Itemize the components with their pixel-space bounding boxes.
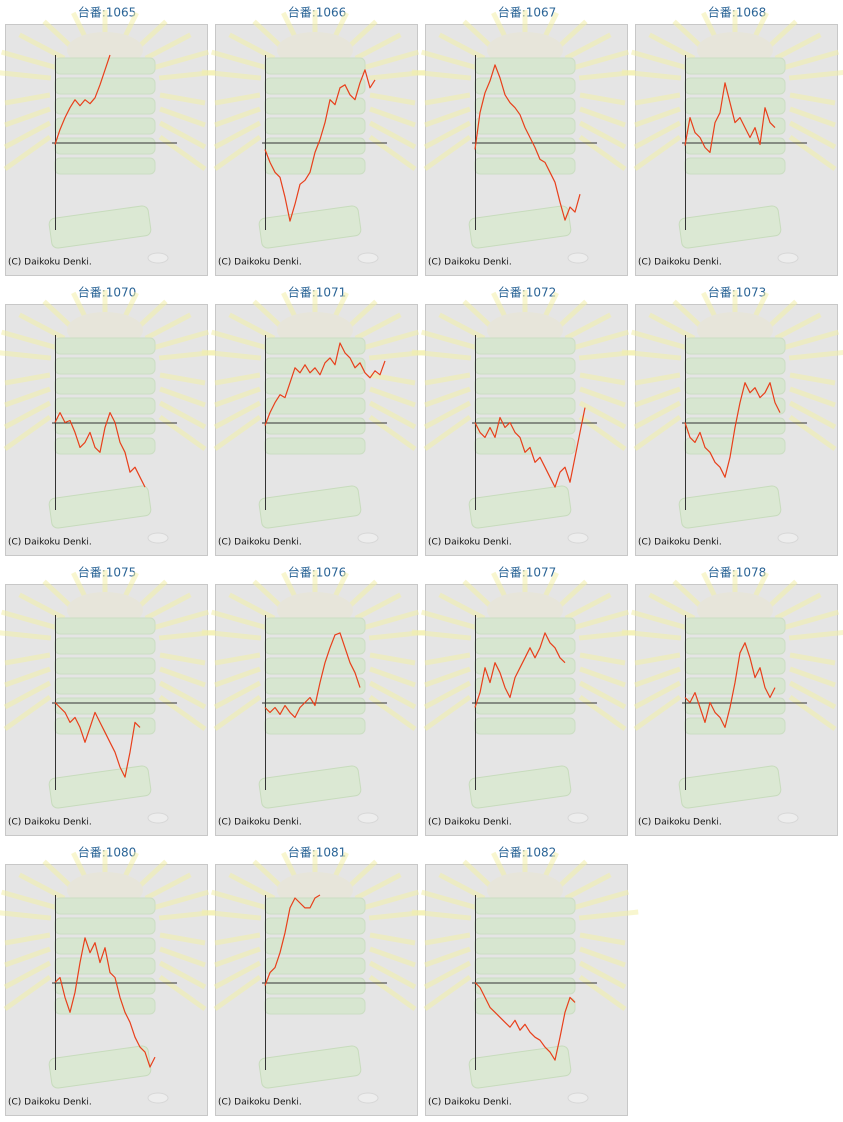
chart-cell: 台番:1066(C) Daikoku Denki.: [201, 5, 429, 276]
chart-cell: 台番:1067(C) Daikoku Denki.: [411, 5, 639, 276]
background-art: [411, 290, 639, 544]
copyright: (C) Daikoku Denki.: [428, 1098, 512, 1108]
data-line: [264, 894, 321, 986]
data-line: [474, 982, 576, 1061]
copyright: (C) Daikoku Denki.: [218, 1098, 302, 1108]
chart-cell: 台番:1076(C) Daikoku Denki.: [201, 565, 429, 836]
chart-cell: 台番:1072(C) Daikoku Denki.: [411, 285, 639, 556]
background-art: [411, 10, 639, 264]
data-line: [54, 412, 146, 488]
background-art: [201, 290, 429, 544]
chart-cell: 台番:1078(C) Daikoku Denki.: [621, 565, 843, 836]
background-art: [201, 850, 429, 1104]
chart-cell: 台番:1081(C) Daikoku Denki.: [201, 845, 429, 1116]
data-line: [54, 937, 156, 1068]
data-line: [54, 54, 111, 145]
data-line: [474, 407, 586, 488]
data-line: [684, 382, 781, 478]
background-art: [0, 850, 219, 1104]
chart-cell: 台番:1075(C) Daikoku Denki.: [0, 565, 219, 836]
data-line: [54, 702, 141, 778]
background-art: [0, 290, 219, 544]
chart-cell: 台番:1071(C) Daikoku Denki.: [201, 285, 429, 556]
copyright: (C) Daikoku Denki.: [428, 538, 512, 548]
data-line: [474, 64, 581, 221]
data-line: [264, 632, 361, 718]
copyright: (C) Daikoku Denki.: [8, 258, 92, 268]
copyright: (C) Daikoku Denki.: [428, 818, 512, 828]
background-art: [0, 10, 219, 264]
copyright: (C) Daikoku Denki.: [8, 538, 92, 548]
chart-cell: 台番:1082(C) Daikoku Denki.: [411, 845, 639, 1116]
copyright: (C) Daikoku Denki.: [428, 258, 512, 268]
copyright: (C) Daikoku Denki.: [218, 818, 302, 828]
background-art: [201, 10, 429, 264]
chart-cell: 台番:1073(C) Daikoku Denki.: [621, 285, 843, 556]
chart-cell: 台番:1065(C) Daikoku Denki.: [0, 5, 219, 276]
copyright: (C) Daikoku Denki.: [8, 1098, 92, 1108]
background-art: [621, 570, 843, 824]
copyright: (C) Daikoku Denki.: [8, 818, 92, 828]
copyright: (C) Daikoku Denki.: [638, 538, 722, 548]
chart-cell: 台番:1068(C) Daikoku Denki.: [621, 5, 843, 276]
data-line: [264, 69, 376, 222]
background-art: [621, 290, 843, 544]
chart-cell: 台番:1080(C) Daikoku Denki.: [0, 845, 219, 1116]
data-line: [684, 82, 776, 153]
chart-cell: 台番:1077(C) Daikoku Denki.: [411, 565, 639, 836]
copyright: (C) Daikoku Denki.: [638, 818, 722, 828]
copyright: (C) Daikoku Denki.: [218, 538, 302, 548]
background-art: [411, 850, 639, 1104]
background-art: [0, 570, 219, 824]
data-line: [474, 632, 566, 708]
copyright: (C) Daikoku Denki.: [638, 258, 722, 268]
chart-cell: 台番:1070(C) Daikoku Denki.: [0, 285, 219, 556]
copyright: (C) Daikoku Denki.: [218, 258, 302, 268]
background-art: [621, 10, 843, 264]
data-line: [684, 642, 776, 728]
data-line: [264, 342, 386, 426]
